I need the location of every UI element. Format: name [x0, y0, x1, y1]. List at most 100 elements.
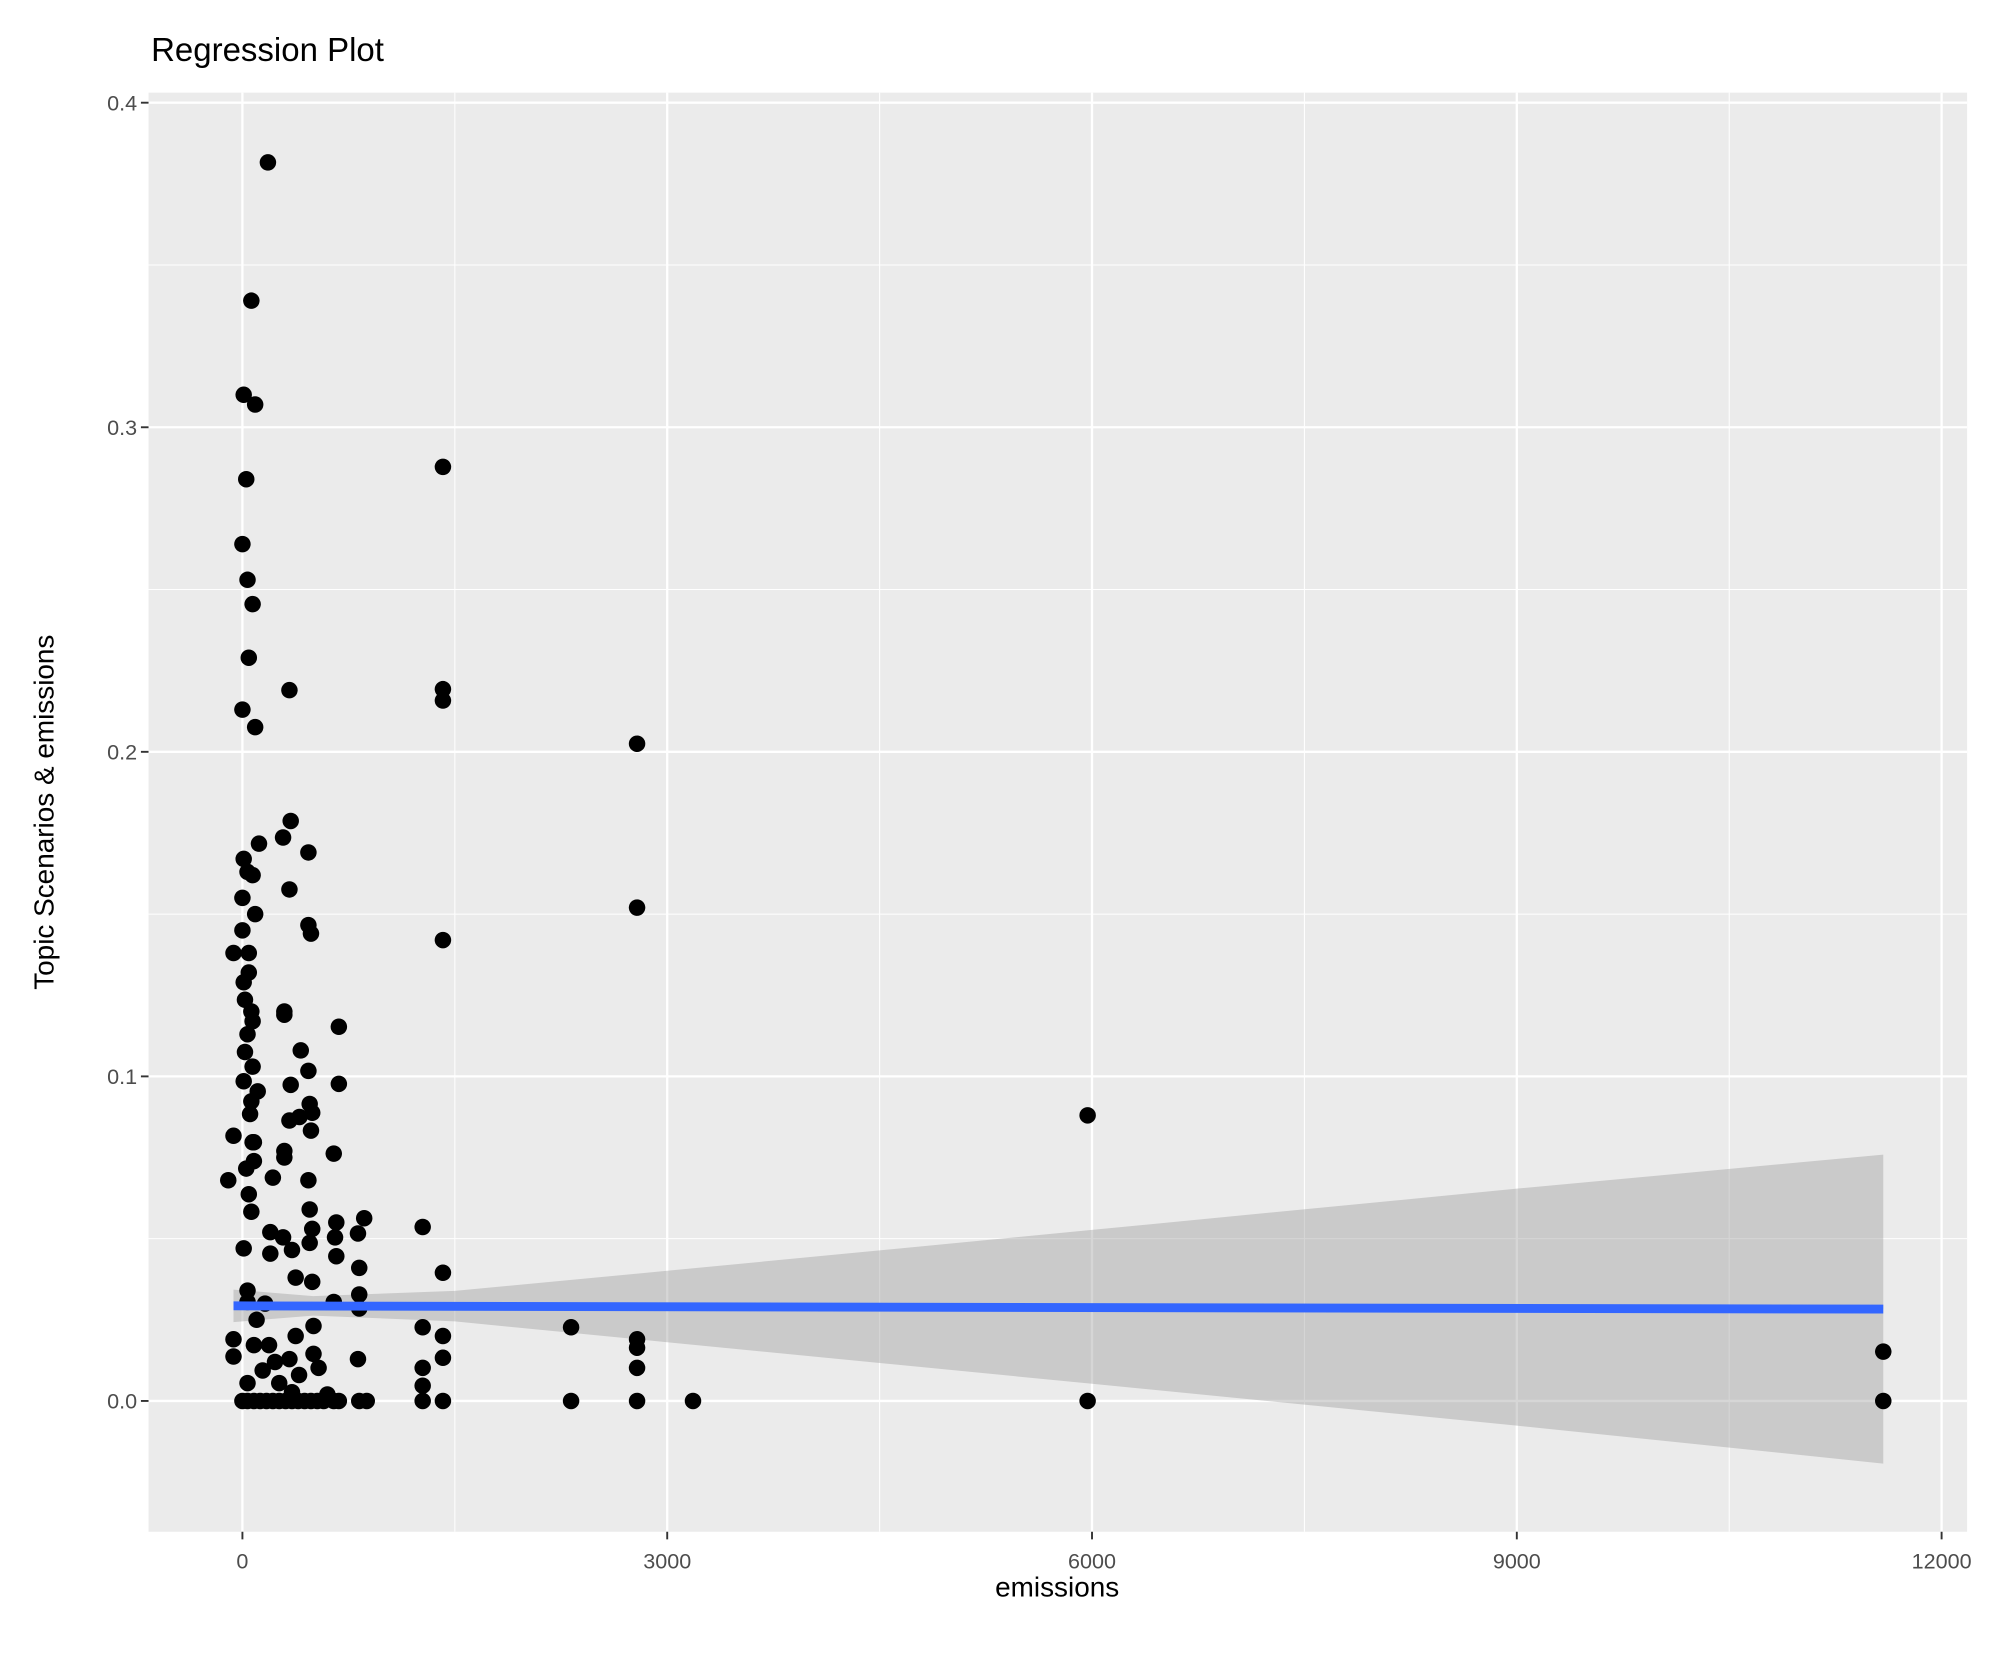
data-point	[239, 1374, 256, 1392]
x-axis: 0 3000 6000 9000 12000	[236, 1531, 1972, 1574]
data-point	[303, 1273, 321, 1291]
data-point	[262, 1245, 279, 1262]
data-point	[414, 1319, 431, 1336]
y-axis: 0.0 0.1 0.2 0.3 0.4	[107, 90, 149, 1414]
data-point	[225, 1331, 242, 1348]
data-point	[302, 1122, 320, 1139]
data-point	[290, 1366, 308, 1384]
x-tick-label: 0	[236, 1549, 248, 1574]
data-point	[330, 1075, 348, 1093]
data-point	[291, 1108, 308, 1126]
data-point	[355, 1209, 373, 1227]
data-point	[328, 1214, 345, 1231]
data-point	[287, 1327, 304, 1345]
data-point	[281, 881, 298, 898]
data-point	[301, 1234, 318, 1252]
data-point	[234, 535, 251, 553]
data-point	[434, 1349, 452, 1367]
data-point	[259, 154, 277, 171]
data-point	[239, 1025, 256, 1043]
data-point	[262, 1223, 279, 1241]
data-point	[234, 701, 251, 718]
data-point	[628, 899, 646, 916]
data-point	[328, 1247, 345, 1265]
data-point	[276, 1149, 293, 1166]
data-point	[292, 1042, 310, 1059]
data-point	[234, 922, 251, 939]
data-point	[264, 1169, 282, 1186]
data-point	[260, 1336, 278, 1354]
data-point	[300, 844, 317, 861]
x-tick-label: 9000	[1493, 1549, 1541, 1574]
data-point	[434, 680, 452, 698]
data-point	[1875, 1343, 1892, 1360]
data-point	[276, 1006, 293, 1023]
data-point	[240, 649, 258, 666]
data-point	[628, 735, 646, 752]
data-point	[326, 1229, 344, 1246]
data-point	[244, 1058, 261, 1075]
data-point	[310, 1359, 327, 1377]
x-tick-label: 3000	[643, 1549, 691, 1574]
data-point	[246, 718, 264, 736]
data-point	[434, 931, 452, 949]
data-point	[434, 1264, 452, 1281]
data-point	[300, 1062, 317, 1080]
data-point	[237, 1160, 255, 1177]
data-point	[240, 944, 258, 962]
x-tick-label: 6000	[1068, 1549, 1116, 1574]
data-point	[243, 292, 260, 309]
data-point	[301, 1201, 318, 1218]
data-point	[245, 1336, 263, 1354]
data-point	[434, 692, 452, 709]
data-point	[434, 1392, 452, 1410]
data-point	[305, 1345, 322, 1363]
data-point	[1079, 1392, 1096, 1410]
data-point	[274, 829, 292, 846]
data-point	[282, 812, 299, 830]
data-point	[225, 1127, 242, 1145]
data-point	[562, 1392, 580, 1410]
data-point	[325, 1145, 343, 1162]
data-point	[350, 1259, 368, 1277]
data-point	[241, 1105, 259, 1123]
data-point	[414, 1218, 431, 1236]
data-point	[244, 866, 261, 884]
data-point	[281, 1350, 298, 1368]
regression-line	[233, 1301, 1884, 1314]
data-point	[225, 944, 242, 962]
data-point	[628, 1331, 646, 1348]
data-point	[287, 1269, 304, 1286]
data-point	[414, 1377, 431, 1394]
x-tick-label: 12000	[1912, 1549, 1972, 1574]
data-point	[236, 1043, 254, 1061]
data-point	[245, 1134, 263, 1151]
data-point	[225, 1348, 242, 1365]
y-tick-label: 0.3	[107, 415, 137, 440]
data-point	[302, 925, 320, 942]
data-point	[434, 458, 452, 476]
data-point	[330, 1392, 348, 1410]
data-point	[235, 1073, 252, 1090]
data-point	[303, 1220, 321, 1238]
data-point	[350, 1286, 368, 1303]
gridlines	[148, 92, 1968, 1532]
data-point	[234, 889, 251, 907]
data-point	[239, 1282, 256, 1299]
data-point	[684, 1392, 702, 1410]
data-point	[220, 1171, 237, 1189]
data-point	[237, 470, 255, 488]
data-point	[414, 1392, 431, 1410]
chart-title: Regression Plot	[151, 31, 384, 68]
data-point	[628, 1392, 646, 1410]
x-axis-title: emissions	[995, 1571, 1119, 1602]
data-point	[248, 1311, 265, 1329]
data-point	[305, 1317, 322, 1335]
data-point	[358, 1392, 375, 1410]
data-point	[244, 1012, 261, 1030]
y-axis-title: Topic Scenarios & emissions	[28, 635, 59, 990]
plot-panel	[148, 92, 1968, 1532]
data-point	[254, 1362, 271, 1379]
data-point	[243, 1203, 260, 1220]
